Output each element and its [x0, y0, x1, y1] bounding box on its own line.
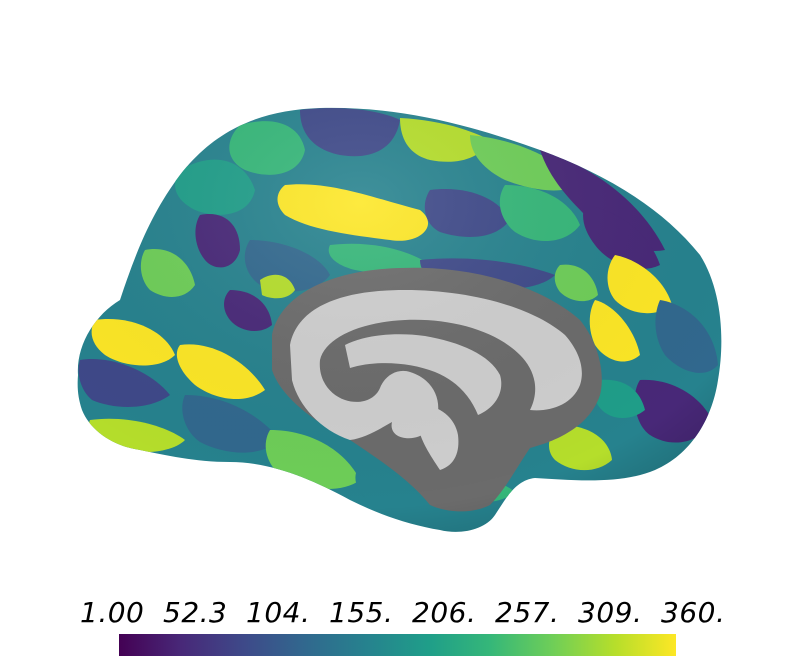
colorbar-tick-label: 360. — [661, 596, 726, 629]
cortical-surface-render — [77, 107, 722, 532]
brain-surface-viewport[interactable] — [0, 0, 800, 580]
colorbar-tick-label: 257. — [495, 596, 560, 629]
colorbar-tick-label: 206. — [412, 596, 477, 629]
colorbar-gradient — [119, 634, 676, 656]
colorbar-tick-label: 309. — [578, 596, 643, 629]
colorbar-tick-label: 1.00 — [80, 596, 145, 629]
colorbar — [119, 634, 676, 656]
surface-shading — [77, 107, 722, 532]
colorbar-tick-labels: 1.00 52.3 104. 155. 206. 257. 309. 360. — [60, 596, 725, 632]
colorbar-tick-label: 52.3 — [163, 596, 228, 629]
colorbar-tick-label: 155. — [329, 596, 394, 629]
colorbar-tick-label: 104. — [246, 596, 311, 629]
